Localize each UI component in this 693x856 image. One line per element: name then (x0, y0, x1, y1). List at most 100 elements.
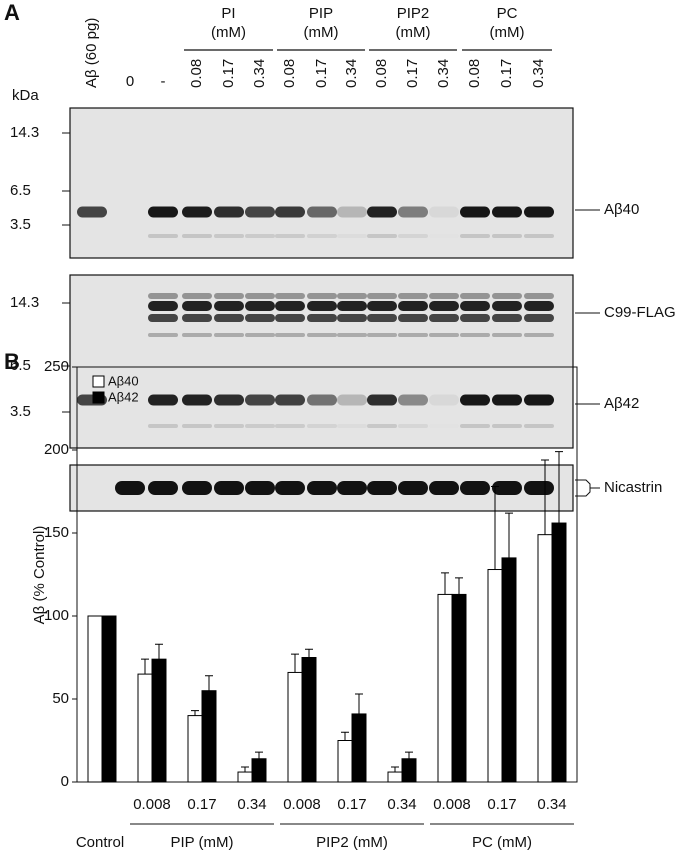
error-bar (241, 766, 249, 773)
bar (137, 673, 153, 783)
band (214, 301, 244, 311)
band (460, 206, 490, 218)
mw-marker: 3.5 (10, 403, 31, 420)
panel-label: B (4, 349, 20, 374)
band (148, 333, 178, 337)
bar (237, 771, 253, 783)
band (429, 394, 459, 406)
error-bar (391, 766, 399, 773)
band (148, 314, 178, 322)
lane-label: - (161, 73, 166, 90)
band (115, 481, 145, 495)
band (245, 481, 275, 495)
concentration-label: 0.17 (404, 59, 421, 88)
band (245, 424, 275, 428)
band-label: C99-FLAG (604, 304, 676, 321)
band (492, 206, 522, 218)
band (367, 293, 397, 299)
error-bar (441, 572, 449, 595)
band (245, 206, 275, 218)
x-tick-label: 0.17 (337, 796, 366, 813)
band (492, 293, 522, 299)
band (337, 314, 367, 322)
error-bar (405, 751, 413, 759)
band (492, 424, 522, 428)
group-unit: (mM) (396, 24, 431, 41)
band (148, 293, 178, 299)
band (275, 481, 305, 495)
band (214, 293, 244, 299)
bar (337, 740, 353, 783)
band (182, 301, 212, 311)
band (367, 424, 397, 428)
bar (401, 758, 417, 783)
band (307, 234, 337, 238)
band (275, 206, 305, 218)
band (337, 394, 367, 406)
band (182, 333, 212, 337)
concentration-label: 0.17 (220, 59, 237, 88)
band (524, 293, 554, 299)
band (245, 293, 275, 299)
bar (451, 593, 467, 783)
band (182, 481, 212, 495)
band (460, 333, 490, 337)
mw-marker: 14.3 (10, 124, 39, 141)
band (429, 424, 459, 428)
band-label: Aβ42 (604, 395, 639, 412)
band (367, 301, 397, 311)
group-label: PIP2 (397, 5, 430, 22)
band (524, 206, 554, 218)
band (245, 301, 275, 311)
band (337, 234, 367, 238)
band (492, 333, 522, 337)
band (214, 234, 244, 238)
band (148, 424, 178, 428)
error-bar (255, 751, 263, 759)
concentration-label: 0.08 (373, 59, 390, 88)
concentration-label: 0.34 (530, 59, 547, 88)
band (337, 206, 367, 218)
band (182, 234, 212, 238)
group-label: PC (497, 5, 518, 22)
band (148, 481, 178, 495)
bar (201, 690, 217, 783)
band (275, 293, 305, 299)
band (307, 314, 337, 322)
band (337, 301, 367, 311)
group-label: PI (221, 5, 235, 22)
band (245, 333, 275, 337)
band (429, 481, 459, 495)
x-tick-label: 0.34 (387, 796, 416, 813)
error-bar (555, 451, 563, 524)
band (492, 481, 522, 495)
band (524, 424, 554, 428)
y-tick-label: 0 (61, 773, 69, 790)
lane-label: Aβ (60 pg) (83, 18, 100, 88)
bar (251, 758, 267, 783)
band (307, 301, 337, 311)
band (367, 314, 397, 322)
bar (301, 657, 317, 783)
x-tick-label: 0.34 (537, 796, 566, 813)
band (182, 394, 212, 406)
band (214, 206, 244, 218)
concentration-label: 0.34 (251, 59, 268, 88)
error-bar (141, 658, 149, 675)
band (460, 301, 490, 311)
bar (501, 557, 517, 783)
y-tick-label: 50 (52, 690, 69, 707)
band (524, 333, 554, 337)
band (367, 333, 397, 337)
legend-swatch (92, 391, 105, 404)
x-tick-label: 0.17 (487, 796, 516, 813)
band (524, 301, 554, 311)
band (398, 293, 428, 299)
band (492, 301, 522, 311)
band (492, 314, 522, 322)
x-tick-label: 0.008 (433, 796, 471, 813)
band (492, 234, 522, 238)
band (275, 301, 305, 311)
